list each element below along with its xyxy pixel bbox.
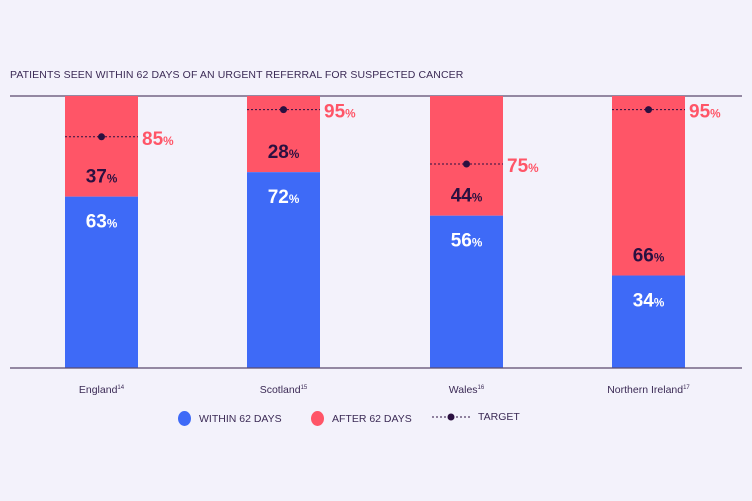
bar-within-62-days (65, 196, 138, 368)
legend-target-marker (432, 413, 470, 421)
legend-swatch-after (311, 411, 324, 426)
legend-label-target: TARGET (478, 411, 520, 423)
chart-title: PATIENTS SEEN WITHIN 62 DAYS OF AN URGEN… (10, 69, 464, 81)
target-label: 95% (324, 102, 356, 123)
legend-item-after: AFTER 62 DAYS (311, 411, 412, 426)
bar-after-62-days (612, 96, 685, 276)
data-label-within: 72% (268, 187, 300, 208)
x-tick-label: Wales16 (449, 384, 485, 396)
bar-after-62-days (65, 96, 138, 197)
target-marker (645, 106, 652, 114)
data-label-within: 34% (633, 291, 665, 312)
data-label-after: 66% (633, 246, 665, 267)
x-tick-label: Scotland15 (260, 384, 308, 396)
bar-within-62-days (247, 172, 320, 368)
target-marker (463, 160, 470, 168)
target-marker (280, 106, 287, 114)
bar-after-62-days (430, 96, 503, 216)
target-label: 85% (142, 129, 174, 150)
data-label-within: 63% (86, 212, 118, 233)
bar-within-62-days (430, 215, 503, 368)
bar-within-62-days (612, 275, 685, 368)
x-tick-label: Northern Ireland17 (607, 384, 690, 396)
x-tick-label: England14 (79, 384, 125, 396)
legend-item-target: TARGET (432, 411, 520, 423)
data-label-after: 37% (86, 167, 118, 188)
legend-label-after: AFTER 62 DAYS (332, 412, 412, 425)
legend-item-within: WITHIN 62 DAYS (178, 411, 282, 426)
target-label: 95% (689, 102, 721, 123)
target-marker (98, 133, 105, 141)
data-label-within: 56% (451, 231, 483, 252)
target-label: 75% (507, 156, 539, 177)
data-label-after: 28% (268, 142, 300, 163)
legend-label-within: WITHIN 62 DAYS (199, 412, 282, 425)
data-label-after: 44% (451, 186, 483, 207)
legend-swatch-within (178, 411, 191, 426)
